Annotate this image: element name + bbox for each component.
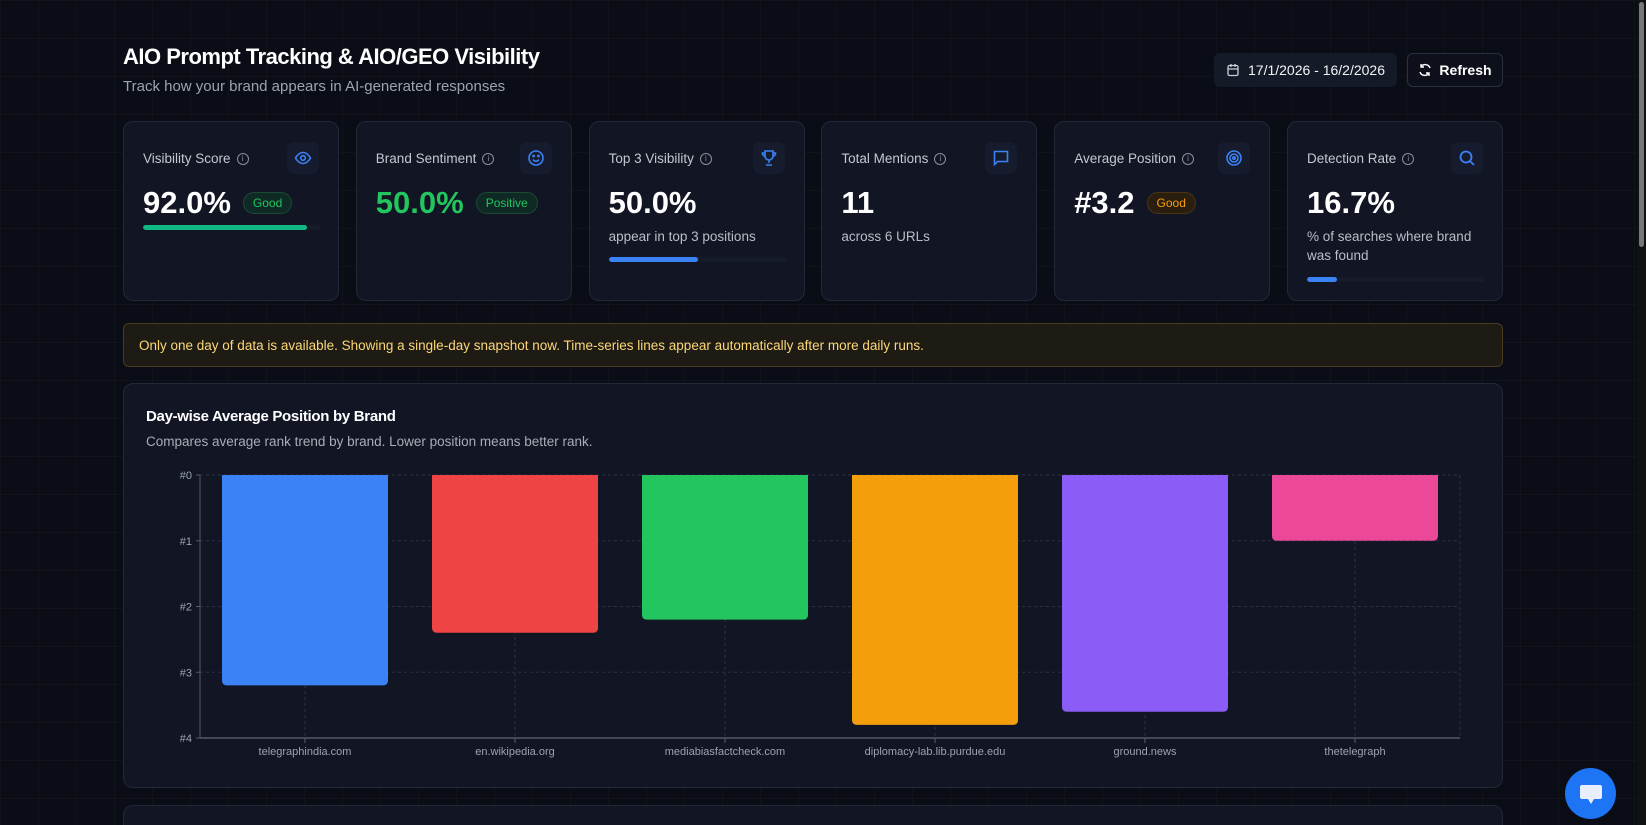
date-range-text: 17/1/2026 - 16/2/2026 <box>1248 62 1386 78</box>
card-label: Detection Rate <box>1306 151 1397 166</box>
card-value: 11 <box>841 185 875 220</box>
card-value: 92.0% <box>143 185 231 220</box>
card-visibility-score: Visibility Score i 92.0% Good <box>123 121 339 301</box>
info-icon[interactable]: i <box>236 152 249 165</box>
y-tick-label: #0 <box>180 470 192 482</box>
scrollbar[interactable] <box>1637 0 1646 825</box>
bar-chart: #0 #1 #2 #3 #4 telegraphindia.com en.wikipedia… <box>180 470 1461 758</box>
info-banner: Only one day of data is available. Showi… <box>123 323 1503 367</box>
card-total-mentions: Total Mentions i 11 across 6 URLs <box>821 121 1038 301</box>
chat-button[interactable] <box>1565 768 1616 819</box>
bar-telegraphindia.com <box>222 475 388 686</box>
bar-diplomacy-lab.lib.purdue.edu <box>852 475 1018 725</box>
page-subtitle: Track how your brand appears in AI-gener… <box>123 78 506 95</box>
info-icon[interactable]: i <box>482 152 495 165</box>
calendar-icon <box>1227 64 1239 77</box>
bar-mediabiasfactcheck.com <box>642 475 808 620</box>
progress-bar <box>608 257 787 262</box>
y-tick-label: #1 <box>180 536 192 548</box>
progress-bar <box>143 225 321 230</box>
page-title: AIO Prompt Tracking & AIO/GEO Visibility <box>123 44 540 69</box>
y-tick-label: #3 <box>180 667 192 679</box>
status-badge: Good <box>1146 192 1196 214</box>
message-icon <box>985 142 1018 174</box>
refresh-icon <box>1419 63 1432 77</box>
card-label: Visibility Score <box>143 151 231 166</box>
info-icon[interactable]: i <box>934 152 947 165</box>
card-value: 50.0% <box>608 185 697 220</box>
x-tick-label: telegraphindia.com <box>259 746 352 758</box>
bar-ground.news <box>1062 475 1228 712</box>
refresh-button[interactable]: Refresh <box>1407 53 1503 87</box>
chart-card: Day-wise Average Position by Brand Compa… <box>123 383 1503 788</box>
search-icon <box>1450 142 1483 174</box>
chart-subtitle: Compares average rank trend by brand. Lo… <box>146 434 593 449</box>
card-label: Total Mentions <box>841 151 929 166</box>
x-tick-label: ground.news <box>1114 746 1177 758</box>
date-range-picker[interactable]: 17/1/2026 - 16/2/2026 <box>1214 53 1398 87</box>
bar-en.wikipedia.org <box>432 475 598 633</box>
status-badge: Good <box>242 192 293 214</box>
y-tick-label: #4 <box>180 733 192 745</box>
card-description: across 6 URLs <box>841 229 930 244</box>
next-card <box>123 805 1503 825</box>
x-tick-label: diplomacy-lab.lib.purdue.edu <box>865 746 1006 758</box>
stat-cards: Visibility Score i 92.0% Good Brand Sentim… <box>123 121 1503 301</box>
card-average-position: Average Position i #3.2 Good <box>1054 121 1271 301</box>
trophy-icon <box>752 142 785 174</box>
chart-title: Day-wise Average Position by Brand <box>146 408 396 425</box>
chat-icon <box>1579 784 1602 804</box>
refresh-label: Refresh <box>1439 62 1492 78</box>
banner-text: Only one day of data is available. Showi… <box>139 337 924 353</box>
x-tick-label: thetelegraph <box>1324 746 1385 758</box>
card-label: Brand Sentiment <box>375 151 477 166</box>
x-tick-label: en.wikipedia.org <box>475 746 555 758</box>
bar-thetelegraph <box>1272 475 1438 541</box>
card-brand-sentiment: Brand Sentiment i 50.0% Positive <box>355 121 572 301</box>
card-label: Top 3 Visibility <box>608 151 694 166</box>
info-icon[interactable]: i <box>1402 152 1415 165</box>
card-detection-rate: Detection Rate i 16.7% % of searches wher… <box>1286 121 1503 301</box>
info-icon[interactable]: i <box>1182 152 1195 165</box>
card-top3-visibility: Top 3 Visibility i 50.0% appear in top 3 … <box>588 121 805 301</box>
eye-icon <box>287 142 319 174</box>
card-value: 16.7% <box>1306 185 1395 220</box>
smile-icon <box>519 142 552 174</box>
card-description: appear in top 3 positions <box>608 229 756 244</box>
card-label: Average Position <box>1074 151 1177 166</box>
card-description: % of searches where brand was found <box>1306 229 1472 263</box>
card-value: #3.2 <box>1074 185 1135 220</box>
info-icon[interactable]: i <box>699 152 712 165</box>
target-icon <box>1218 142 1251 174</box>
progress-bar <box>1306 277 1485 282</box>
y-tick-label: #2 <box>180 602 192 614</box>
card-value: 50.0% <box>375 185 464 220</box>
status-badge: Positive <box>475 192 538 214</box>
x-tick-label: mediabiasfactcheck.com <box>665 746 785 758</box>
